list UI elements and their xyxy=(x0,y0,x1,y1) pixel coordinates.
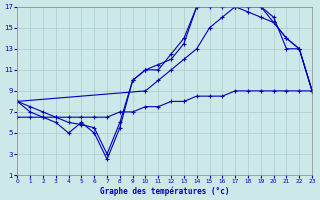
X-axis label: Graphe des températures (°c): Graphe des températures (°c) xyxy=(100,186,229,196)
